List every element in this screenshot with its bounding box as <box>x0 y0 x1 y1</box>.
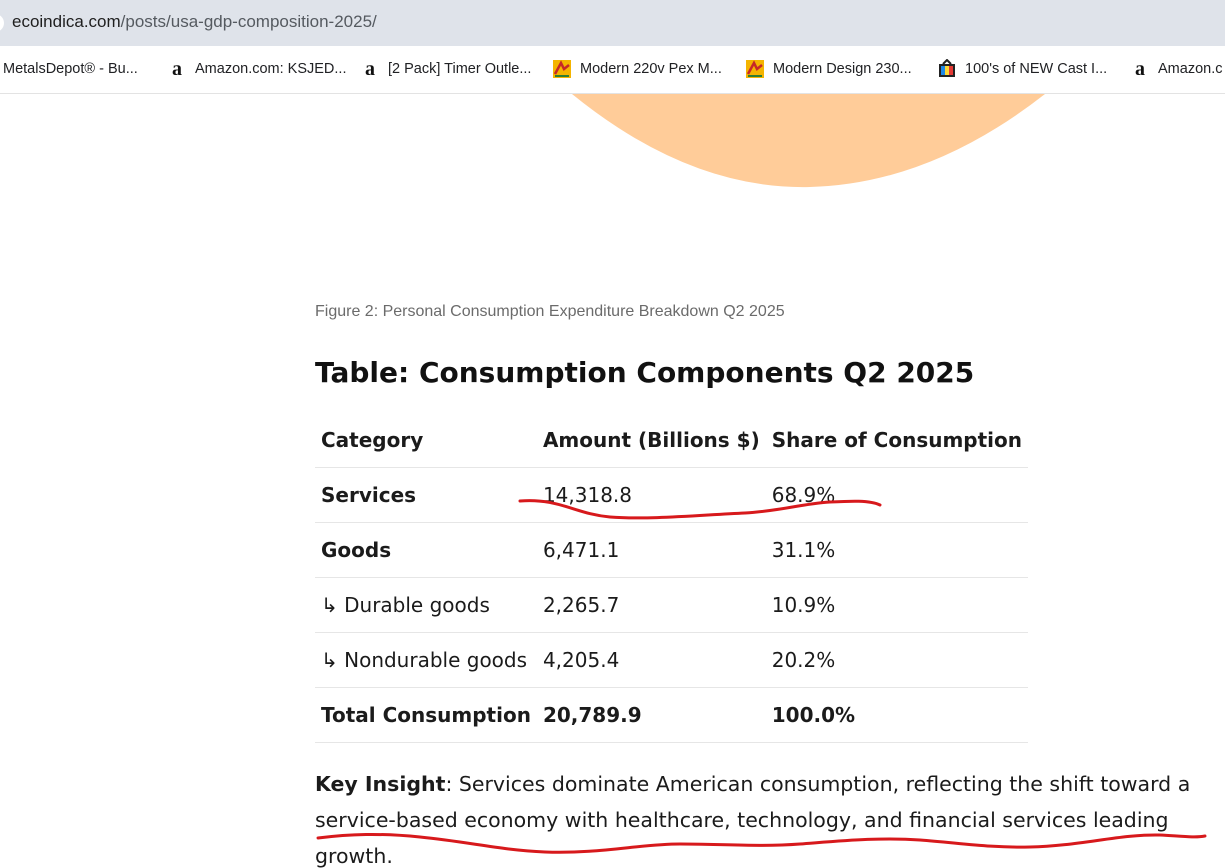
amazon-icon: a <box>365 58 375 80</box>
bookmark-modern-design-230[interactable]: Modern Design 230... <box>745 58 912 80</box>
consumption-table: Category Amount (Billions $) Share of Co… <box>315 412 1029 743</box>
cell-amount: 14,318.8 <box>536 467 766 523</box>
amazon-icon: a <box>1135 58 1145 80</box>
design-icon <box>745 59 765 79</box>
design-icon <box>552 59 572 79</box>
url-text[interactable]: ecoindica.com/posts/usa-gdp-composition-… <box>12 12 377 32</box>
bookmarks-bar: MetalsDepot® - Bu... a Amazon.com: KSJED… <box>0 46 1225 94</box>
bookmark-label: Modern 220v Pex M... <box>580 61 722 77</box>
column-header-category: Category <box>315 412 537 468</box>
cell-share: 20.2% <box>765 632 1029 688</box>
cell-amount: 2,265.7 <box>536 577 766 633</box>
bookmark-label: Amazon.com: KSJED... <box>195 61 347 77</box>
url-host: ecoindica.com <box>12 12 121 31</box>
table-row: ↳ Nondurable goods 4,205.4 20.2% <box>315 632 1029 688</box>
table-title: Table: Consumption Components Q2 2025 <box>315 356 975 389</box>
column-header-share: Share of Consumption <box>765 412 1029 468</box>
bookmark-label: Amazon.c <box>1158 61 1223 77</box>
cell-share: 31.1% <box>765 522 1029 578</box>
cell-share: 100.0% <box>765 687 1029 743</box>
bookmark-metalsdepot[interactable]: MetalsDepot® - Bu... <box>3 58 138 80</box>
column-header-amount: Amount (Billions $) <box>536 412 766 468</box>
cell-category: ↳ Durable goods <box>315 577 537 633</box>
figure-caption: Figure 2: Personal Consumption Expenditu… <box>315 303 785 320</box>
cell-category: Services <box>315 467 537 523</box>
key-insight-text: : Services dominate American consumption… <box>315 772 1191 868</box>
cell-share: 68.9% <box>765 467 1029 523</box>
bookmark-label: Modern Design 230... <box>773 61 912 77</box>
table-row: Services 14,318.8 68.9% <box>315 467 1029 523</box>
cast-icon <box>937 59 957 79</box>
cell-category: Goods <box>315 522 537 578</box>
table-row-total: Total Consumption 20,789.9 100.0% <box>315 687 1029 743</box>
bookmark-timer-outlet[interactable]: a [2 Pack] Timer Outle... <box>360 58 531 80</box>
bookmark-amazon-ksjed[interactable]: a Amazon.com: KSJED... <box>167 58 347 80</box>
bookmark-label: [2 Pack] Timer Outle... <box>388 61 532 77</box>
cell-amount: 20,789.9 <box>536 687 766 743</box>
bookmark-cast-iron[interactable]: 100's of NEW Cast I... <box>937 58 1107 80</box>
bookmark-label: 100's of NEW Cast I... <box>965 61 1108 77</box>
url-path: /posts/usa-gdp-composition-2025/ <box>120 12 377 31</box>
cell-category: ↳ Nondurable goods <box>315 632 537 688</box>
cell-share: 10.9% <box>765 577 1029 633</box>
key-insight-paragraph: Key Insight: Services dominate American … <box>315 766 1215 868</box>
bookmark-label: MetalsDepot® - Bu... <box>3 61 138 77</box>
article-content: Figure 2: Personal Consumption Expenditu… <box>0 94 1225 868</box>
amazon-icon: a <box>172 58 182 80</box>
table-row: ↳ Durable goods 2,265.7 10.9% <box>315 577 1029 633</box>
table-row: Goods 6,471.1 31.1% <box>315 522 1029 578</box>
cell-category: Total Consumption <box>315 687 537 743</box>
tab-edge <box>0 14 4 32</box>
cell-amount: 6,471.1 <box>536 522 766 578</box>
table-header-row: Category Amount (Billions $) Share of Co… <box>315 412 1029 468</box>
key-insight-label: Key Insight <box>315 772 446 796</box>
bookmark-amazon-2[interactable]: a Amazon.c <box>1130 58 1222 80</box>
address-bar[interactable]: ecoindica.com/posts/usa-gdp-composition-… <box>0 0 1225 46</box>
pie-chart-slice <box>572 94 1045 188</box>
bookmark-modern-220v[interactable]: Modern 220v Pex M... <box>552 58 722 80</box>
cell-amount: 4,205.4 <box>536 632 766 688</box>
pie-slice <box>572 94 1045 188</box>
